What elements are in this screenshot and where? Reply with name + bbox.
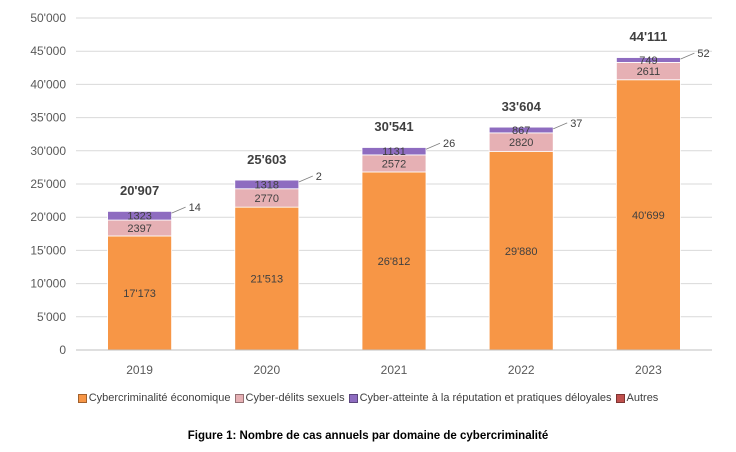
bar-total-label: 20'907 — [120, 183, 159, 198]
bar-segment-label: 1318 — [255, 179, 279, 191]
leader-line — [553, 122, 568, 130]
legend-swatch — [615, 393, 625, 403]
bar-total-label: 33'604 — [502, 99, 542, 114]
x-tick-label: 2021 — [381, 363, 408, 377]
bar-segment-label: 2572 — [382, 158, 406, 170]
bar-segment-label: 26 — [443, 138, 455, 150]
bar-segment — [234, 206, 300, 351]
bar-segment-label: 21'513 — [250, 274, 283, 286]
bar-segment-label: 749 — [639, 55, 657, 67]
legend-swatch — [348, 393, 358, 403]
bar-total-label: 30'541 — [374, 119, 413, 134]
y-tick-label: 30'000 — [30, 144, 66, 158]
leader-line — [298, 175, 313, 183]
bar-segment-label: 2820 — [509, 137, 533, 149]
chart-legend: Cybercriminalité économique Cyber-délits … — [0, 392, 736, 406]
legend-item: Cyber-atteinte à la réputation et pratiq… — [348, 392, 612, 404]
bar-segment-label: 17'173 — [123, 288, 156, 300]
bar-segment-label: 2397 — [127, 223, 151, 235]
leader-line — [171, 206, 186, 214]
legend-label: Autres — [626, 392, 659, 404]
y-tick-label: 25'000 — [30, 177, 66, 191]
y-tick-label: 20'000 — [30, 210, 66, 224]
bar-segment-label: 2770 — [255, 193, 279, 205]
x-tick-label: 2019 — [126, 363, 153, 377]
bar-segment — [361, 171, 427, 351]
legend-item: Cybercriminalité économique — [77, 392, 231, 404]
x-tick-label: 2023 — [635, 363, 662, 377]
y-tick-label: 5'000 — [37, 310, 66, 324]
y-tick-label: 35'000 — [30, 111, 66, 125]
bar-segment — [107, 235, 172, 351]
y-tick-label: 0 — [59, 343, 66, 357]
bar-segment-label: 867 — [512, 125, 530, 137]
figure-caption: Figure 1: Nombre de cas annuels par doma… — [187, 430, 549, 442]
leader-line — [425, 142, 441, 150]
bar-segment-label: 52 — [697, 48, 709, 60]
legend-swatch — [77, 393, 87, 403]
x-tick-label: 2022 — [508, 363, 535, 377]
bar-segment-label: 40'699 — [632, 210, 665, 222]
y-tick-label: 10'000 — [30, 277, 66, 291]
legend-label: Cyber-délits sexuels — [245, 392, 345, 404]
leader-line — [680, 52, 695, 60]
bar-segment-label: 2 — [316, 171, 322, 183]
y-tick-label: 45'000 — [30, 44, 66, 58]
legend-label: Cyber-atteinte à la réputation et pratiq… — [359, 392, 612, 404]
bar-segment-label: 29'880 — [505, 246, 538, 258]
bar-segment-label: 37 — [570, 118, 582, 130]
bar-segment-label: 26'812 — [378, 256, 411, 268]
bar-total-label: 44'111 — [629, 29, 667, 44]
legend-item: Cyber-délits sexuels — [234, 392, 345, 404]
bar-segment-label: 1131 — [382, 146, 406, 158]
x-tick-label: 2020 — [253, 363, 280, 377]
bar-segment-label: 14 — [189, 202, 201, 214]
y-tick-label: 40'000 — [30, 77, 66, 91]
legend-label: Cybercriminalité économique — [88, 392, 231, 404]
y-tick-label: 50'000 — [30, 11, 66, 25]
y-tick-label: 15'000 — [30, 243, 66, 257]
bar-segment — [616, 79, 681, 351]
legend-swatch — [234, 393, 244, 403]
bar-total-label: 25'603 — [247, 152, 286, 167]
bar-segment-label: 2611 — [637, 66, 661, 78]
stacked-bar-chart: 0 5'000 10'000 15'000 20'000 25'000 30'000 35'0… — [30, 11, 712, 377]
legend-item: Autres — [615, 392, 659, 404]
bar-segment-label: 1323 — [127, 211, 151, 223]
